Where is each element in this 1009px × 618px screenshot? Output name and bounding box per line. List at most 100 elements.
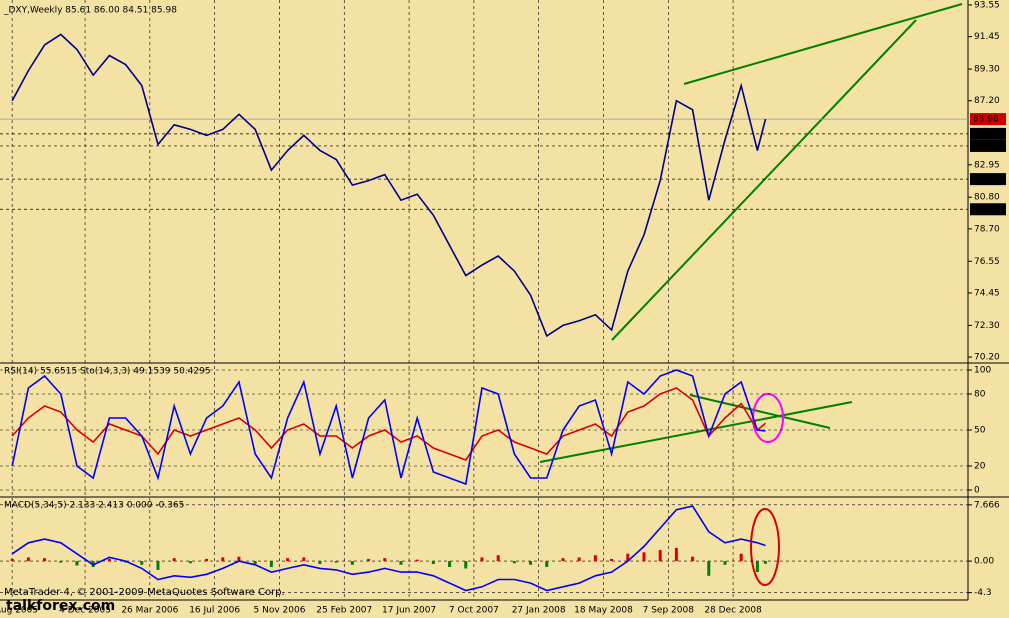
histogram-bar bbox=[545, 561, 549, 567]
histogram-bar bbox=[763, 561, 767, 564]
x-tick-label: 7 Oct 2007 bbox=[449, 606, 499, 616]
histogram-bar bbox=[10, 558, 14, 562]
histogram-bar bbox=[658, 550, 662, 562]
y-tick-label: 78.70 bbox=[974, 224, 1000, 234]
y-tick-label: 93.55 bbox=[974, 0, 1000, 10]
histogram-bar bbox=[286, 558, 290, 562]
y-tick-label: 20 bbox=[974, 462, 986, 472]
y-tick-label: 70.20 bbox=[974, 353, 1000, 363]
y-tick-label: -4.3 bbox=[974, 588, 992, 598]
level-label: 80.00 bbox=[973, 205, 999, 215]
histogram-bar bbox=[43, 558, 47, 562]
histogram-bar bbox=[156, 561, 160, 570]
histogram-bar bbox=[755, 561, 759, 573]
watermark: talkforex.com bbox=[6, 598, 115, 614]
histogram-bar bbox=[691, 556, 695, 562]
x-tick-label: 5 Nov 2006 bbox=[254, 606, 306, 616]
histogram-bar bbox=[561, 558, 565, 562]
histogram-bar bbox=[188, 561, 192, 564]
histogram-bar bbox=[723, 561, 727, 565]
x-tick-label: 18 May 2008 bbox=[574, 606, 633, 616]
histogram-bar bbox=[674, 547, 678, 562]
histogram-bar bbox=[626, 553, 630, 562]
histogram-bar bbox=[318, 561, 322, 565]
histogram-bar bbox=[205, 558, 209, 562]
y-tick-label: 72.30 bbox=[974, 321, 1000, 331]
level-box bbox=[970, 139, 1006, 152]
level-box bbox=[970, 173, 1006, 186]
series-line bbox=[11, 505, 766, 592]
level-label: 82.00 bbox=[973, 175, 999, 185]
histogram-bar bbox=[448, 561, 452, 567]
level-label: 85.00 bbox=[973, 129, 999, 139]
histogram-bar bbox=[26, 557, 30, 562]
y-tick-label: 80 bbox=[974, 390, 986, 400]
histogram-bar bbox=[529, 561, 533, 565]
x-tick-label: 16 Jul 2006 bbox=[189, 606, 240, 616]
y-tick-label: 80.80 bbox=[974, 193, 1000, 203]
trend-line bbox=[611, 19, 917, 341]
histogram-bar bbox=[707, 561, 711, 576]
y-tick-label: 0.00 bbox=[974, 557, 994, 567]
level-label: 84.20 bbox=[973, 141, 999, 151]
histogram-bar bbox=[610, 558, 614, 562]
histogram-bar bbox=[253, 561, 257, 565]
histogram-bar bbox=[399, 561, 403, 565]
series-line bbox=[11, 387, 767, 461]
y-tick-label: 7.666 bbox=[974, 500, 1000, 510]
histogram-bar bbox=[431, 561, 435, 565]
histogram-bar bbox=[221, 557, 225, 562]
x-tick-label: 27 Jan 2008 bbox=[512, 606, 566, 616]
trend-line bbox=[683, 3, 963, 85]
y-tick-label: 91.45 bbox=[974, 32, 1000, 42]
y-tick-label: 0 bbox=[974, 486, 980, 496]
histogram-bar bbox=[75, 561, 79, 566]
y-tick-label: 100 bbox=[974, 366, 991, 376]
trend-line bbox=[539, 401, 853, 463]
x-tick-label: 28 Dec 2008 bbox=[704, 606, 762, 616]
chart-title: _DXY,Weekly 85.61 86.00 84.51 85.98 bbox=[3, 6, 177, 16]
histogram-bar bbox=[593, 555, 597, 562]
histogram-bar bbox=[415, 559, 419, 562]
histogram-bar bbox=[496, 555, 500, 562]
histogram-bar bbox=[480, 557, 484, 562]
histogram-bar bbox=[302, 557, 306, 562]
histogram-bar bbox=[642, 552, 646, 562]
histogram-bar bbox=[350, 561, 354, 565]
x-tick-label: 4 Dec 2005 bbox=[59, 606, 111, 616]
panel-title: RSI(14) 55.6515 Sto(14,3,3) 49.1539 50.4… bbox=[4, 367, 211, 377]
x-tick-label: 25 Feb 2007 bbox=[316, 606, 372, 616]
histogram-bar bbox=[739, 553, 743, 562]
trend-line bbox=[689, 394, 831, 429]
histogram-bar bbox=[464, 561, 468, 569]
series-line bbox=[11, 33, 767, 338]
y-tick-label: 74.45 bbox=[974, 288, 1000, 298]
histogram-bar bbox=[107, 558, 111, 562]
histogram-bar bbox=[577, 557, 581, 562]
y-tick-label: 89.30 bbox=[974, 65, 1000, 75]
histogram-bar bbox=[512, 561, 516, 564]
level-box bbox=[970, 127, 1006, 140]
highlight-ellipse bbox=[750, 508, 780, 586]
x-tick-label: 17 Jun 2007 bbox=[382, 606, 436, 616]
level-box bbox=[970, 203, 1006, 216]
histogram-bar bbox=[383, 558, 387, 562]
histogram-bar bbox=[140, 561, 144, 565]
series-line bbox=[11, 369, 766, 486]
panel-title: MACD(5,34,5) 2.133 2.413 0.000 -0.365 bbox=[4, 501, 184, 511]
histogram-bar bbox=[237, 556, 241, 562]
histogram-bar bbox=[334, 561, 338, 563]
histogram-bar bbox=[59, 561, 63, 563]
histogram-bar bbox=[269, 561, 273, 567]
y-tick-label: 87.20 bbox=[974, 96, 1000, 106]
histogram-bar bbox=[367, 558, 371, 562]
x-tick-label: 7 Sep 2008 bbox=[643, 606, 695, 616]
y-tick-label: 82.95 bbox=[974, 160, 1000, 170]
last-price-label: 85.98 bbox=[973, 115, 999, 125]
x-tick-label: 1 Aug 2005 bbox=[0, 606, 38, 616]
histogram-bar bbox=[172, 558, 176, 562]
last-price-box bbox=[970, 113, 1006, 126]
y-tick-label: 76.55 bbox=[974, 257, 1000, 267]
x-tick-label: 26 Mar 2006 bbox=[121, 606, 178, 616]
